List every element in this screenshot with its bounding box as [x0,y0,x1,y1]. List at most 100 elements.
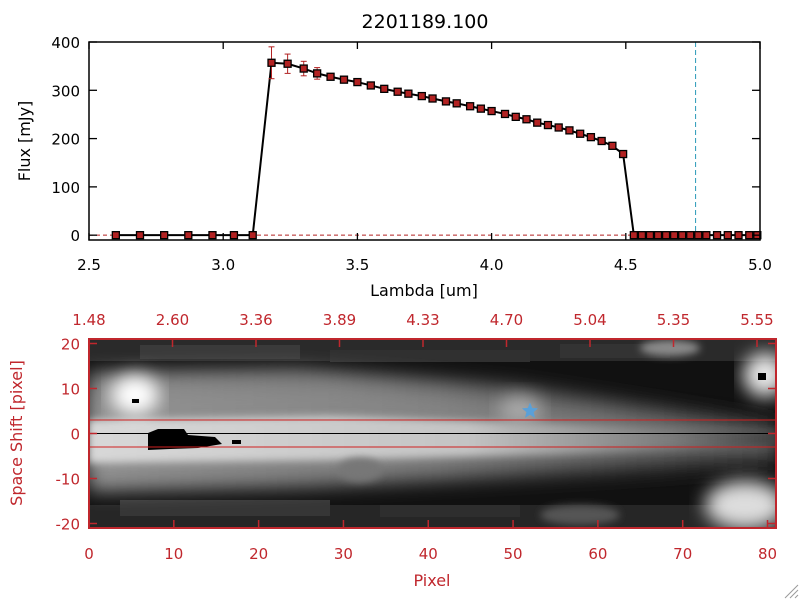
data-point [522,115,531,124]
data-point [694,231,703,240]
space-shift-tick-label: 10 [61,381,80,399]
data-point [637,231,647,240]
data-point [586,132,596,142]
data-point [487,106,496,116]
y-axis-ticks: 0 100 200 300 400 [51,34,760,245]
y-tick-label: 200 [51,131,80,149]
data-point [511,112,520,122]
data-point [393,87,402,96]
y-tick-label: 300 [51,82,80,100]
spectrum-plot: 2201189.100 2.5 3.0 3.5 4.0 4.5 5.0 0 100 200 30… [15,11,772,300]
x-axis-ticks: 2.5 3.0 3.5 4.0 4.5 5.0 [77,42,772,274]
spectrum-plot-frame [88,41,761,241]
x-tick-label: 4.0 [480,256,504,274]
data-point [208,231,217,240]
wavelength-tick-label: 3.36 [239,311,272,329]
data-point [404,89,413,98]
data-point [339,75,349,84]
data-point [184,231,193,240]
data-point [669,231,679,240]
data-point [312,69,322,78]
data-point [366,81,375,90]
x-tick-label: 3.0 [211,256,235,274]
x-tick-label: 2.5 [77,256,101,274]
x-tick-label: 3.5 [345,256,369,274]
data-point [678,231,687,240]
y-axis-label: Flux [mJy] [15,101,34,182]
data-point [380,84,389,93]
y-tick-label: 400 [51,34,80,52]
x-tick-label: 4.5 [614,256,638,274]
data-point [500,109,510,119]
pixel-axis-label: Pixel [413,571,450,590]
data-point [723,231,732,240]
resize-grip-icon[interactable] [784,584,799,599]
x-tick-label: 5.0 [748,256,772,274]
space-shift-axis-label: Space Shift [pixel] [7,360,26,506]
data-point [135,231,145,240]
data-point [533,118,542,127]
y-tick-label: 100 [51,179,80,197]
pixel-tick-label: 30 [334,545,353,563]
data-point [576,129,585,138]
data-point [353,77,362,87]
data-point [248,231,257,240]
space-shift-tick-label: -20 [56,516,81,534]
pixel-tick-label: 80 [758,545,777,563]
space-shift-tick-label: 20 [61,336,80,354]
wavelength-tick-label: 4.33 [406,311,439,329]
wavelength-tick-label: 3.89 [323,311,356,329]
data-point [267,58,276,67]
spectrum-series [111,46,762,240]
data-point [441,97,451,106]
extraction-overlay [89,402,776,448]
data-point [476,104,486,113]
wavelength-tick-label: 2.60 [156,311,189,329]
spectral-image-plot: 0 10 20 30 40 50 60 70 80 1.48 2.60 3.36 3.89 4.33 4.… [7,311,777,590]
data-point [160,231,169,240]
space-shift-tick-label: -10 [56,471,81,489]
pixel-tick-label: 10 [164,545,183,563]
y-tick-label: 0 [70,227,80,245]
star-icon [521,402,539,419]
data-point [554,123,563,132]
data-point [428,94,437,103]
data-point [452,99,461,108]
wavelength-tick-label: 1.48 [72,311,105,329]
data-point [299,64,308,73]
data-point [229,231,239,240]
reference-layer [89,42,760,240]
space-shift-axis-ticks: 20 10 0 -10 -20 [56,336,776,534]
wavelength-tick-label: 4.70 [490,311,523,329]
data-point [608,141,617,150]
data-point [597,136,606,146]
data-point [111,231,120,240]
wavelength-axis-ticks: 1.48 2.60 3.36 3.89 4.33 4.70 5.04 5.35 5.55 [72,311,774,347]
data-point [645,231,655,240]
x-axis-label: Lambda [um] [370,281,478,300]
pixel-tick-label: 50 [504,545,523,563]
data-point [745,231,754,240]
pixel-tick-label: 60 [588,545,607,563]
data-point [712,231,722,240]
data-point [702,231,711,240]
data-point [565,126,574,135]
flux-line [115,61,758,237]
data-point [326,72,335,81]
pixel-tick-label: 70 [673,545,692,563]
pixel-tick-label: 20 [249,545,268,563]
data-point [543,120,553,130]
wavelength-tick-label: 5.35 [657,311,690,329]
data-point [653,231,663,240]
pixel-axis-ticks: 0 10 20 30 40 50 60 70 80 [84,520,777,563]
wavelength-tick-label: 5.55 [740,311,773,329]
space-shift-tick-label: 0 [70,426,80,444]
data-point [686,231,695,240]
spectral-image [89,339,776,528]
data-point [465,102,475,111]
pixel-tick-label: 40 [419,545,438,563]
data-point [661,231,671,240]
chart-title: 2201189.100 [362,11,489,33]
data-point [734,231,743,240]
